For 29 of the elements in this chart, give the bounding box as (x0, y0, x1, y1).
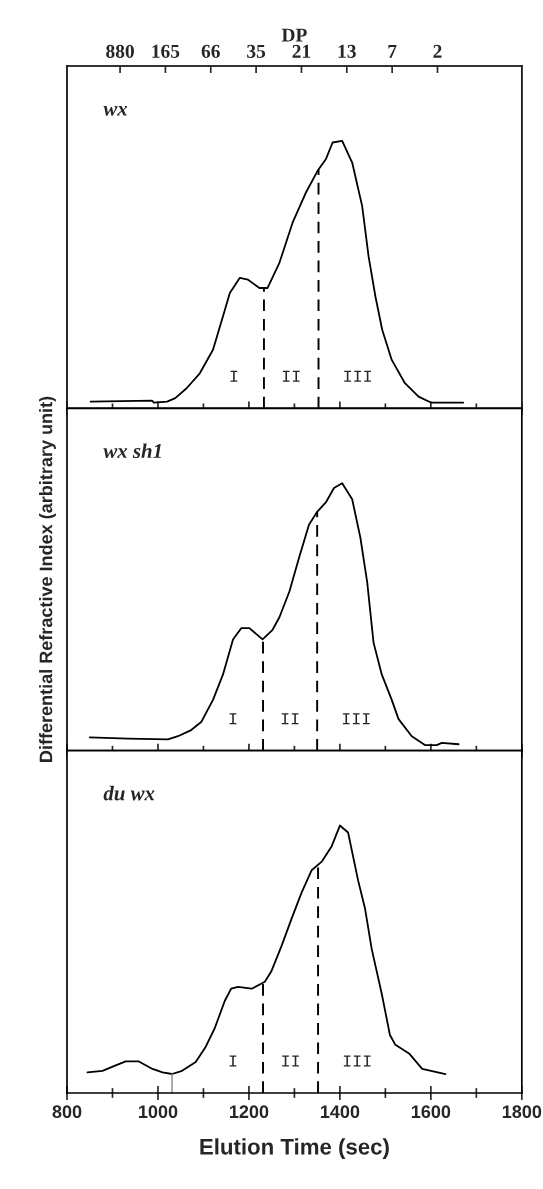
text: 35 (247, 44, 266, 58)
x-tick-label: 1800 (502, 1105, 542, 1119)
chart-title: wx (103, 105, 128, 116)
x-tick-label: 1400 (320, 1105, 360, 1119)
text: 66 (201, 44, 220, 58)
annotation: II (281, 713, 299, 725)
annotation: I (229, 713, 237, 725)
text: 165 (152, 44, 180, 58)
annotation: II (282, 1055, 299, 1067)
text: 7 (388, 44, 397, 58)
annotation: III (344, 370, 371, 382)
chart-title: du wx (103, 785, 155, 801)
x2-axis-title: DP (281, 28, 307, 42)
x-tick-label: 1200 (229, 1105, 269, 1119)
annotation: I (229, 1055, 237, 1067)
text: 880 (106, 44, 134, 58)
annotation: III (343, 1055, 371, 1067)
x-axis-title: Elution Time (sec) (200, 1138, 389, 1160)
y-axis-title: Differential Refractive Index (arbitrary unit) (39, 396, 56, 762)
annotation: I (230, 370, 238, 382)
text: 13 (338, 44, 356, 58)
annotation: III (342, 713, 370, 725)
annotation: II (282, 370, 300, 382)
text: 2 (433, 44, 442, 58)
x-tick-label: 1600 (411, 1105, 451, 1119)
text: 21 (292, 44, 311, 58)
chart-title: wx sh1 (103, 443, 161, 459)
x-tick-label: 800 (52, 1105, 82, 1119)
x-tick-label: 1000 (139, 1105, 178, 1119)
